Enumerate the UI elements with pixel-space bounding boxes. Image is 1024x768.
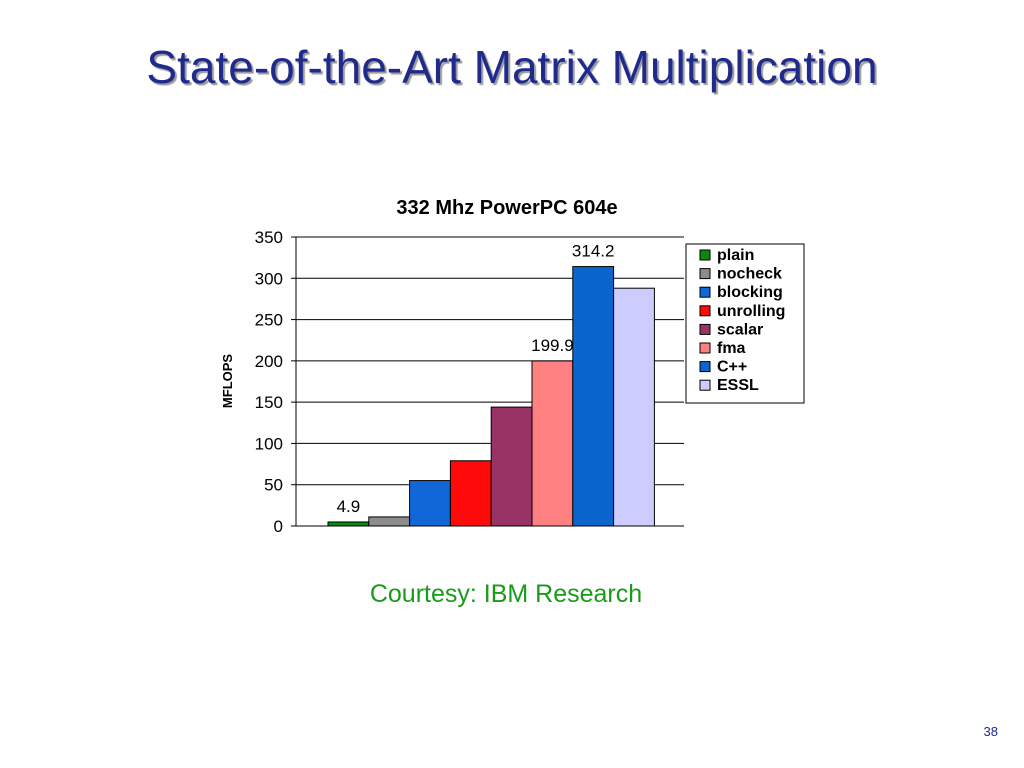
bar-fma bbox=[531, 360, 574, 527]
y-tick-label: 350 bbox=[255, 228, 283, 247]
courtesy-caption: Courtesy: IBM Research bbox=[369, 580, 643, 608]
y-tick-label: 50 bbox=[264, 476, 283, 495]
legend-swatch bbox=[699, 342, 711, 354]
legend-label: nocheck bbox=[717, 266, 782, 283]
legend-swatch bbox=[699, 286, 711, 298]
legend-swatch bbox=[699, 379, 711, 391]
slide-title: State-of-the-Art Matrix Multiplication bbox=[146, 41, 878, 93]
y-axis-label: MFLOPS bbox=[220, 354, 235, 408]
y-tick-label: 0 bbox=[274, 517, 283, 536]
legend-swatch bbox=[699, 323, 711, 335]
y-tick-label: 300 bbox=[255, 269, 283, 288]
bar-scalar bbox=[490, 406, 533, 527]
bar-essl bbox=[613, 287, 655, 527]
y-tick-label: 250 bbox=[255, 311, 283, 330]
legend-label: plain bbox=[717, 247, 754, 264]
data-label: 4.9 bbox=[337, 497, 361, 516]
y-tick-label: 150 bbox=[255, 393, 283, 412]
data-labels: 4.9 199.9 314.2 bbox=[337, 242, 615, 516]
chart-title: 332 Mhz PowerPC 604e bbox=[396, 197, 617, 219]
bar-c- bbox=[572, 266, 615, 527]
legend-label: unrolling bbox=[717, 303, 785, 320]
bar-blocking bbox=[409, 480, 451, 527]
gridlines bbox=[296, 236, 684, 486]
legend-label: scalar bbox=[717, 321, 763, 338]
bar-plain bbox=[327, 521, 370, 527]
bars bbox=[327, 266, 655, 527]
legend-swatch bbox=[699, 305, 711, 317]
data-label: 199.9 bbox=[531, 336, 574, 355]
y-tick-labels: 0 50 100 150 200 250 300 350 bbox=[255, 228, 283, 536]
y-tick-label: 200 bbox=[255, 352, 283, 371]
y-tick-label: 100 bbox=[255, 434, 283, 453]
legend-swatch bbox=[699, 249, 711, 261]
legend-label: C++ bbox=[717, 359, 747, 376]
legend-swatch bbox=[699, 361, 711, 373]
bar-nocheck bbox=[368, 516, 411, 527]
legend-label: fma bbox=[717, 340, 746, 357]
data-label: 314.2 bbox=[572, 242, 615, 261]
legend-label: ESSL bbox=[717, 377, 759, 394]
legend-swatch bbox=[699, 268, 711, 280]
page-number: 38 bbox=[983, 724, 998, 739]
legend-label: blocking bbox=[717, 284, 783, 301]
bar-unrolling bbox=[449, 460, 492, 527]
